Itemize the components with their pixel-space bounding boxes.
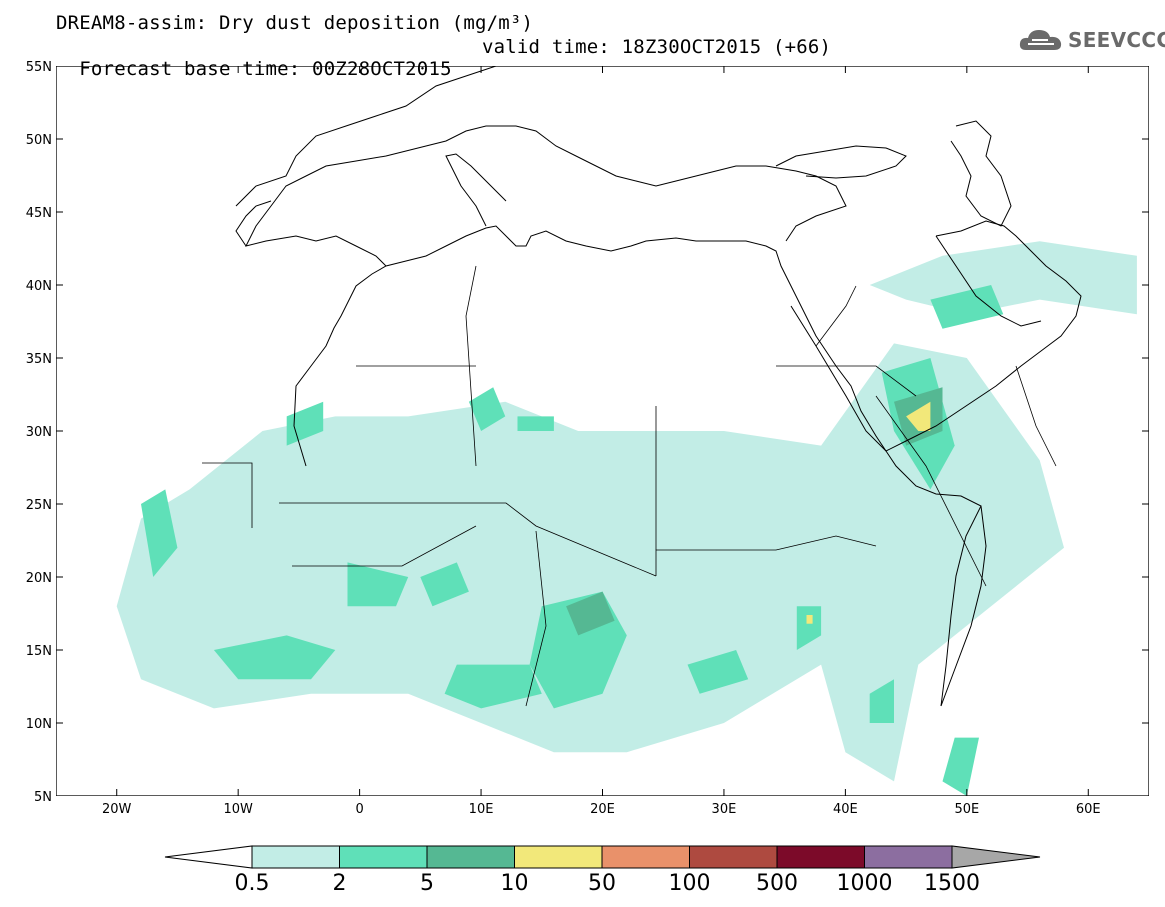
- lat-label: 55N: [26, 60, 52, 75]
- dust-region-5: [420, 562, 469, 607]
- valid-time-text: valid time: 18Z30OCT2015 (+66): [482, 36, 832, 58]
- dust-region-9: [468, 387, 506, 431]
- dust-region-3: [213, 635, 336, 680]
- map-title: DREAM8-assim: Dry dust deposition (mg/m³…: [56, 12, 534, 34]
- colorbar-box: [776, 845, 865, 869]
- lat-label: 40N: [26, 279, 52, 294]
- dust-region-10: [517, 416, 554, 431]
- dust-region-0: [116, 343, 1064, 782]
- colorbar-box: [601, 845, 690, 869]
- colorbar-box: [514, 845, 603, 869]
- colorbar-box: [251, 845, 340, 869]
- colorbar-label: 0.5: [235, 871, 270, 896]
- dust-region-14: [930, 285, 1004, 329]
- dust-region-17: [566, 591, 615, 636]
- colorbar-max-triangle: [951, 845, 1041, 869]
- lon-label: 20E: [590, 802, 615, 817]
- lon-label: 10W: [223, 802, 253, 817]
- dust-region-20: [806, 615, 813, 624]
- dust-region-2: [141, 489, 178, 577]
- base-time-text: Forecast base time: 00Z28OCT2015: [79, 58, 452, 80]
- colorbar-label: 10: [501, 871, 529, 896]
- persian-gulf: [935, 235, 1042, 327]
- colorbar-label: 1500: [924, 871, 980, 896]
- dust-region-4: [347, 562, 409, 607]
- colorbar-label: 50: [588, 871, 616, 896]
- lat-label: 15N: [26, 644, 52, 659]
- dust-region-8: [687, 650, 749, 694]
- dust-region-11: [286, 401, 324, 446]
- lon-label: 0: [355, 802, 363, 817]
- dust-region-16: [942, 737, 979, 796]
- caspian: [950, 120, 1012, 227]
- lat-label: 35N: [26, 352, 52, 367]
- colorbar-label: 100: [669, 871, 711, 896]
- lat-label: 25N: [26, 498, 52, 513]
- horn-africa: [940, 505, 987, 707]
- lon-label: 20W: [102, 802, 132, 817]
- lat-label: 10N: [26, 717, 52, 732]
- colorbar-label: 1000: [837, 871, 893, 896]
- dust-map: [56, 66, 1149, 796]
- mediterranean-north: [245, 125, 847, 267]
- africa-coastline: [293, 225, 982, 707]
- colorbar-box: [339, 845, 428, 869]
- colorbar-box: [864, 845, 953, 869]
- lon-label: 40E: [833, 802, 858, 817]
- coastlines: [235, 66, 1082, 707]
- dust-region-7: [444, 664, 542, 709]
- colorbar-box: [689, 845, 778, 869]
- colorbar-label: 500: [756, 871, 798, 896]
- europe-north: [235, 66, 497, 207]
- lat-label: 50N: [26, 133, 52, 148]
- dust-region-1: [869, 241, 1137, 315]
- colorbar-box: [426, 845, 515, 869]
- dust-region-15: [869, 679, 894, 723]
- dust-region-19: [906, 401, 931, 431]
- cloud-logo-icon: [1019, 30, 1062, 50]
- colorbar-label: 2: [333, 871, 347, 896]
- black-sea: [775, 145, 907, 179]
- dust-deposition-field: [116, 241, 1137, 796]
- lon-label: 10E: [469, 802, 494, 817]
- map-axes: [56, 66, 1149, 796]
- dust-region-13: [796, 606, 822, 650]
- arabia-coastline: [790, 220, 1082, 452]
- lat-label: 45N: [26, 206, 52, 221]
- seevccc-logo: SEEVCCC: [1018, 26, 1165, 54]
- lat-label: 5N: [34, 790, 52, 805]
- lat-label: 20N: [26, 571, 52, 586]
- lon-label: 30E: [712, 802, 737, 817]
- logo-text: SEEVCCC: [1068, 28, 1165, 52]
- lat-label: 30N: [26, 425, 52, 440]
- lon-label: 50E: [954, 802, 979, 817]
- iberia: [235, 200, 272, 247]
- forecast-base-time: Forecast base time: 00Z28OCT2015 valid t…: [56, 36, 831, 102]
- italy: [445, 153, 507, 227]
- lon-label: 60E: [1076, 802, 1101, 817]
- colorbar-label: 5: [420, 871, 434, 896]
- country-borders: [202, 265, 1057, 707]
- colorbar-min-triangle: [164, 845, 253, 869]
